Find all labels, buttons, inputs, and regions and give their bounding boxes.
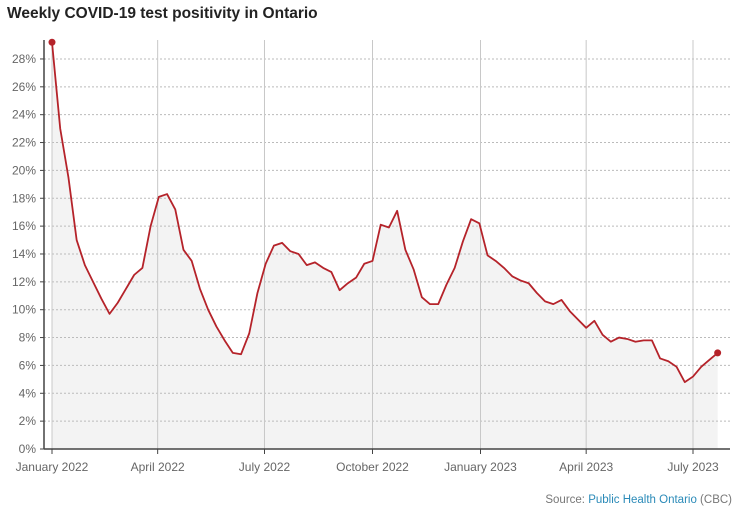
x-tick-label: July 2022 [239,460,291,474]
y-tick-label: 12% [12,275,36,289]
y-tick-label: 4% [19,386,37,400]
y-tick-label: 26% [12,80,36,94]
y-tick-label: 18% [12,191,36,205]
y-tick-label: 28% [12,52,36,66]
x-tick-label: April 2022 [131,460,185,474]
source-prefix: Source: [545,494,589,506]
source-link[interactable]: Public Health Ontario [588,494,697,506]
y-tick-label: 20% [12,163,36,177]
y-tick-label: 2% [19,414,37,428]
x-tick-label: October 2022 [336,460,409,474]
y-tick-label: 22% [12,136,36,150]
y-tick-label: 14% [12,247,36,261]
y-tick-label: 10% [12,303,36,317]
y-tick-label: 8% [19,331,37,345]
data-line [51,42,719,384]
y-tick-label: 0% [19,442,37,456]
x-tick-label: January 2022 [16,460,89,474]
source-note: Source: Public Health Ontario (CBC) [545,494,732,506]
x-tick-label: January 2023 [444,460,517,474]
area-fill [52,42,718,450]
endpoint-marker [48,38,56,46]
chart-title: Weekly COVID-19 test positivity in Ontar… [7,5,318,22]
y-tick-label: 24% [12,108,36,122]
source-suffix: (CBC) [696,494,732,506]
y-tick-label: 6% [19,358,37,372]
x-tick-label: July 2023 [667,460,719,474]
chart-area: 0% 2% 4% 6% 8% 10% 12% 14% 16% 18% 20% 22% 24% 26% 28%… [12,38,730,474]
y-tick-label: 16% [12,219,36,233]
x-tick-label: April 2023 [559,460,613,474]
endpoint-marker [714,349,722,357]
